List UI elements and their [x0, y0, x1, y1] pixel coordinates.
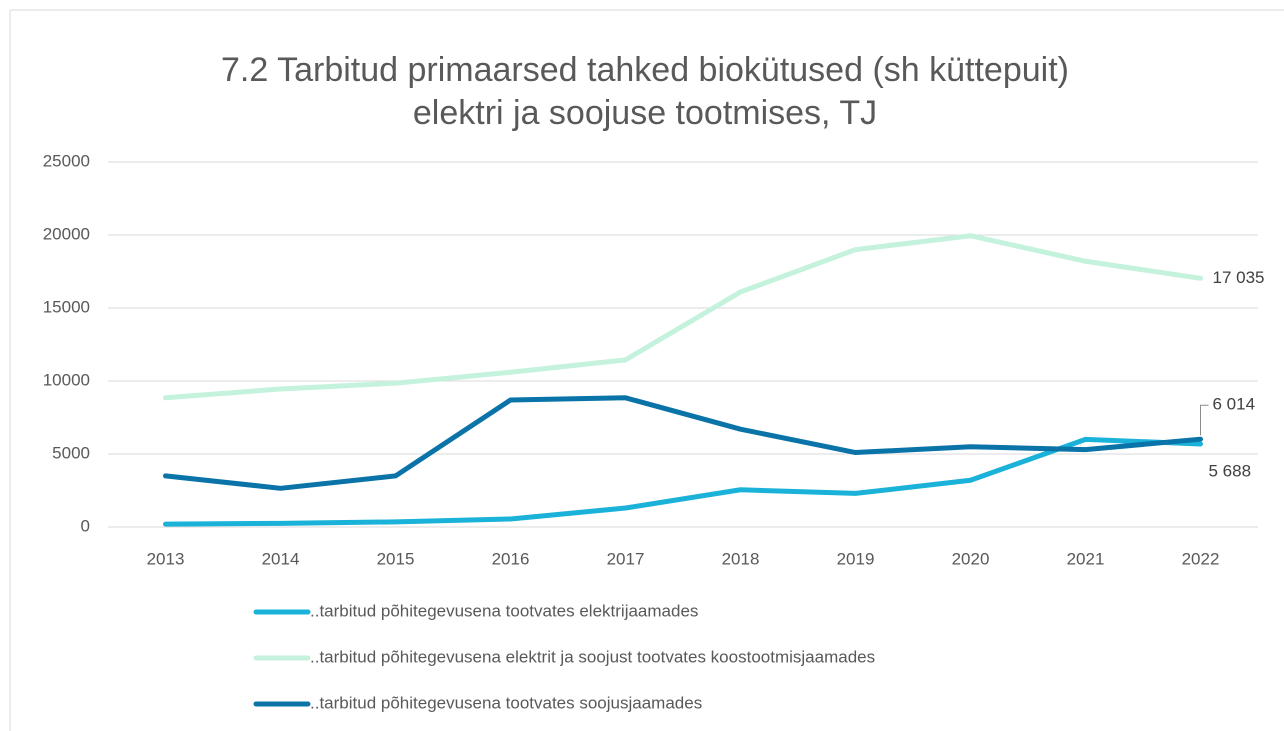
chart-title: 7.2 Tarbitud primaarsed tahked biokütuse… — [221, 51, 1069, 89]
y-tick-label: 0 — [81, 516, 90, 535]
series-line — [163, 436, 1203, 527]
chart-title: elektri ja soojuse tootmises, TJ — [413, 94, 877, 132]
x-tick-label: 2022 — [1182, 549, 1220, 568]
leader-line — [1200, 404, 1209, 436]
x-tick-label: 2016 — [492, 549, 530, 568]
y-tick-label: 20000 — [43, 224, 90, 243]
y-tick-label: 15000 — [43, 297, 90, 316]
x-tick-label: 2019 — [837, 549, 875, 568]
data-label: 17 035 — [1213, 268, 1265, 287]
x-tick-label: 2013 — [147, 549, 185, 568]
series-line — [163, 233, 1203, 401]
y-tick-label: 25000 — [43, 151, 90, 170]
x-tick-label: 2014 — [262, 549, 300, 568]
legend-label: ..tarbitud põhitegevusena tootvates elek… — [310, 601, 698, 620]
x-tick-label: 2017 — [607, 549, 645, 568]
x-tick-label: 2020 — [952, 549, 990, 568]
legend-label: ..tarbitud põhitegevusena elektrit ja so… — [310, 647, 875, 666]
x-tick-label: 2015 — [377, 549, 415, 568]
y-tick-label: 10000 — [43, 370, 90, 389]
data-label: 6 014 — [1213, 395, 1256, 414]
y-tick-label: 5000 — [52, 443, 90, 462]
data-label: 5 688 — [1209, 461, 1252, 480]
x-tick-label: 2021 — [1067, 549, 1105, 568]
legend-label: ..tarbitud põhitegevusena tootvates sooj… — [310, 693, 702, 712]
x-tick-label: 2018 — [722, 549, 760, 568]
series-line — [163, 395, 1203, 491]
